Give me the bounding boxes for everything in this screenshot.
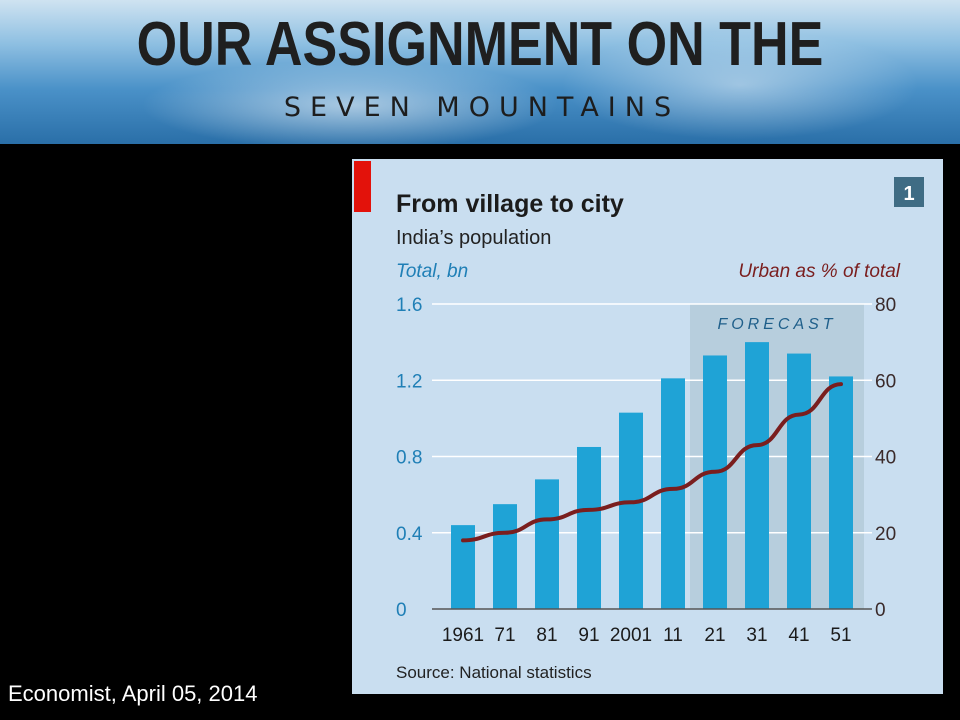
credit-caption: Economist, April 05, 2014 [8, 681, 258, 706]
bar-21 [703, 355, 727, 609]
right-tick-label: 40 [875, 448, 896, 469]
right-axis-label: Urban as % of total [738, 261, 900, 282]
x-tick-label: 41 [788, 625, 809, 646]
left-tick-label: 0.8 [396, 448, 422, 469]
x-tick-label: 71 [494, 625, 515, 646]
x-tick-label: 1961 [442, 625, 484, 646]
x-tick-label: 11 [663, 625, 683, 646]
slide-header: OUR ASSIGNMENT ON THE SEVEN MOUNTAINS [0, 0, 960, 144]
right-tick-label: 60 [875, 371, 896, 392]
chart-panel: From village to city India’s population … [352, 159, 943, 694]
bar-51 [829, 376, 853, 609]
left-tick-label: 0.4 [396, 524, 423, 545]
chart-source: Source: National statistics [396, 663, 592, 682]
bar-31 [745, 342, 769, 609]
left-tick-label: 1.6 [396, 295, 422, 316]
forecast-label: FORECAST [717, 316, 836, 333]
slide-title: OUR ASSIGNMENT ON THE [136, 10, 824, 79]
chart-title: From village to city [396, 190, 624, 218]
bar-71 [493, 504, 517, 609]
chart-subtitle: India’s population [396, 227, 551, 249]
x-tick-label: 31 [746, 625, 767, 646]
axes: 0 0.4 0.8 1.2 1.6 0 20 40 60 80 1961 71 81 91 2001 11 21… [396, 295, 896, 646]
x-tick-label: 51 [830, 625, 851, 646]
right-tick-label: 20 [875, 524, 896, 545]
red-accent-bar [354, 161, 371, 212]
header-cloud [140, 60, 560, 144]
x-tick-label: 2001 [610, 625, 652, 646]
urban-share-line [461, 382, 843, 543]
chart: From village to city India’s population … [352, 159, 943, 694]
x-tick-label: 81 [536, 625, 557, 646]
left-tick-label: 0 [396, 600, 407, 621]
slide-subtitle: SEVEN MOUNTAINS [283, 92, 681, 123]
chart-number-badge-label: 1 [903, 183, 914, 205]
right-tick-label: 80 [875, 295, 896, 316]
bar-91 [577, 446, 601, 609]
x-tick-label: 91 [578, 625, 599, 646]
chart-number-badge [894, 177, 924, 207]
left-tick-label: 1.2 [396, 371, 422, 392]
header-cloud [560, 30, 920, 140]
x-tick-label: 21 [704, 625, 725, 646]
bar-81 [535, 479, 559, 609]
urban-share-line-path [461, 382, 843, 543]
bar-41 [787, 353, 811, 609]
right-tick-label: 0 [875, 600, 886, 621]
bar-11 [661, 378, 685, 609]
bar-1961 [451, 525, 475, 609]
left-axis-label: Total, bn [396, 261, 468, 282]
bar-2001 [619, 412, 643, 609]
